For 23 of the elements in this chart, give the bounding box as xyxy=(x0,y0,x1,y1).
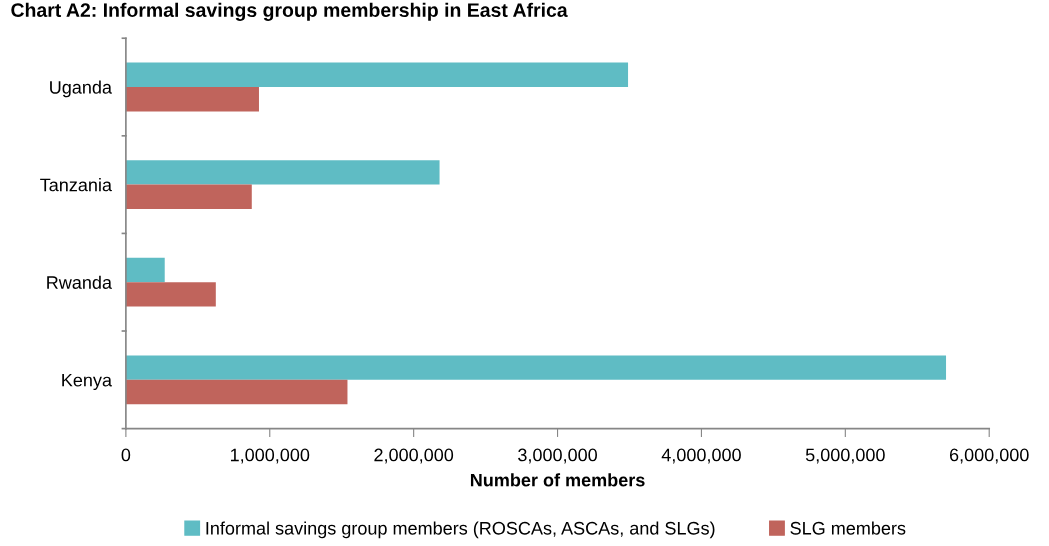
bar xyxy=(125,355,947,380)
x-axis-title: Number of members xyxy=(470,473,645,487)
chart-title: Chart A2: Informal savings group membership in East Africa xyxy=(11,2,568,21)
bar xyxy=(125,379,348,405)
legend-label: Informal savings group members (ROSCAs, ASCAs, and SLGs) xyxy=(206,521,715,539)
y-tick-label: Tanzania xyxy=(40,178,112,192)
bar xyxy=(125,160,440,185)
legend-label: SLG members xyxy=(790,521,906,535)
bar xyxy=(125,257,165,283)
y-tick-label: Rwanda xyxy=(47,275,112,289)
bar xyxy=(125,87,259,112)
bar xyxy=(125,184,252,210)
bar xyxy=(125,62,629,88)
y-tick-label: Uganda xyxy=(50,80,112,98)
x-tick-label: 3,000,000 xyxy=(518,448,597,464)
x-tick-label: 4,000,000 xyxy=(661,448,741,464)
y-tick-label: Kenya xyxy=(62,373,112,391)
bar xyxy=(125,282,216,307)
x-tick-label: 6,000,000 xyxy=(949,448,1029,464)
x-tick-label: 5,000,000 xyxy=(805,448,885,464)
x-tick-label: 2,000,000 xyxy=(374,448,454,464)
x-tick-label: 1,000,000 xyxy=(230,448,310,464)
x-tick-label: 0 xyxy=(121,448,131,462)
